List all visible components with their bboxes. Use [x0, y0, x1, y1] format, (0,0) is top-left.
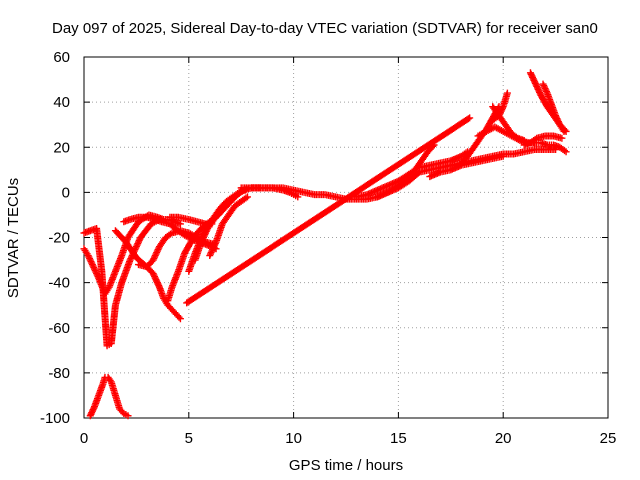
y-tick-label: -20 [48, 230, 70, 247]
data-point [464, 115, 472, 123]
data-point [106, 376, 114, 384]
series-arc-2 [80, 211, 168, 298]
data-point [166, 230, 174, 238]
y-tick-label: -100 [40, 410, 70, 427]
x-tick-label: 20 [495, 430, 512, 447]
axis-ticks: 0 5 10 15 20 25 -100 -80 -60 -40 -20 0 20 40 60 [40, 49, 616, 447]
y-tick-label: -40 [48, 275, 70, 292]
series-arc-24 [539, 80, 568, 135]
data-point [243, 193, 251, 201]
grid-lines [84, 57, 608, 418]
series-arc-21 [489, 89, 511, 124]
data-point [229, 195, 237, 203]
data-marks [80, 69, 570, 420]
data-point [124, 412, 132, 420]
series-outlier [183, 114, 474, 307]
x-tick-label: 5 [185, 430, 193, 447]
data-point [561, 147, 569, 155]
data-point [176, 220, 184, 228]
series-arc-18 [426, 152, 507, 181]
data-point [503, 89, 511, 97]
series-arc-5 [134, 227, 218, 271]
series-arc-25 [520, 132, 566, 149]
data-point [176, 315, 184, 323]
series-arc-11 [206, 193, 251, 260]
series-arc-26 [531, 139, 570, 156]
series-arc-6 [86, 373, 132, 420]
data-point [294, 193, 302, 201]
y-axis-label: SDTVAR / TECUs [5, 178, 22, 298]
y-tick-label: 40 [53, 94, 70, 111]
data-point [466, 114, 474, 122]
data-point [242, 194, 250, 202]
data-point [558, 134, 566, 142]
data-point [562, 148, 570, 156]
x-tick-label: 25 [600, 430, 617, 447]
y-tick-label: 60 [53, 49, 70, 66]
data-point [228, 196, 236, 204]
series-arc-13 [248, 184, 302, 201]
series-arc-17 [415, 148, 472, 172]
x-axis-label: GPS time / hours [289, 457, 403, 474]
y-tick-label: 0 [62, 184, 70, 201]
y-tick-label: -80 [48, 365, 70, 382]
chart-title: Day 097 of 2025, Sidereal Day-to-day VTE… [52, 20, 598, 37]
y-tick-label: 20 [53, 139, 70, 156]
x-tick-label: 10 [285, 430, 302, 447]
series-arc-22 [489, 103, 528, 144]
series-arc-10 [191, 195, 237, 264]
data-point [560, 127, 568, 135]
x-tick-label: 0 [80, 430, 88, 447]
data-point [175, 313, 183, 321]
data-point [499, 152, 507, 160]
series-arc-15 [373, 168, 423, 201]
y-tick-label: -60 [48, 320, 70, 337]
x-tick-label: 15 [390, 430, 407, 447]
